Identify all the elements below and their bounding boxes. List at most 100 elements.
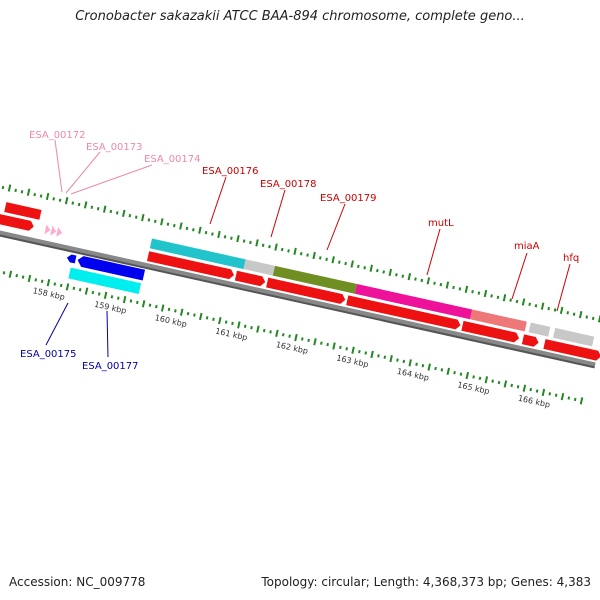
gc-tick [217,230,221,239]
gc-tick [129,299,133,303]
gene-esa-00175[interactable] [76,255,146,281]
gene-next-cog[interactable] [553,327,595,347]
gc-tick [579,397,584,405]
gene-mutl[interactable] [346,295,461,330]
gene-esa-00172[interactable] [44,224,51,235]
gc-tick [21,275,25,279]
gene-label-esa-00173[interactable]: ESA_00173 [86,142,143,153]
gc-tick [318,256,322,260]
gene-mutl-cog[interactable] [354,283,473,320]
gc-tick [116,296,120,300]
gene-label-esa-00176[interactable]: ESA_00176 [202,166,259,177]
gc-tick [250,326,253,330]
gene-label-esa-00178[interactable]: ESA_00178 [260,179,317,190]
gene-label-esa-00174[interactable]: ESA_00174 [144,154,201,165]
gc-tick [414,277,417,281]
gc-tick [369,264,373,272]
gc-tick [153,219,157,224]
gc-tick [185,226,189,231]
gc-tick [275,329,279,337]
gene-label-esa-00175[interactable]: ESA_00175 [20,349,77,360]
gene-esa-00179[interactable] [266,277,346,305]
gc-tick [376,268,379,273]
gc-tick [280,247,284,252]
gc-tick [148,303,152,307]
gc-tick [300,337,304,341]
gc-tick [96,207,100,211]
gene-cds-a[interactable] [4,202,42,220]
gc-tick [52,197,56,201]
gc-tick [534,304,538,308]
gene-cds-b[interactable] [0,213,35,232]
gc-tick [477,291,481,295]
gene-label-hfq[interactable]: hfq [563,253,579,264]
gene-esa-00176[interactable] [146,251,235,280]
gene-esa-00178[interactable] [234,270,266,287]
gene-label-esa-00177[interactable]: ESA_00177 [82,361,139,372]
gc-tick [102,205,107,213]
gc-tick [483,289,488,298]
gc-tick [312,251,316,260]
gene-esa-00173[interactable] [50,225,57,237]
gc-tick [345,347,349,351]
gc-tick [65,283,70,291]
gc-tick [578,311,583,319]
gc-tick [134,215,138,219]
gc-tick [242,239,246,243]
gc-tick [396,358,399,362]
gene-esa-00178-cog[interactable] [243,259,275,276]
gene-esa-00176-cog[interactable] [149,238,246,270]
gc-tick [167,307,171,312]
gc-tick [357,264,360,269]
gene-hfq[interactable] [521,334,540,347]
scale-label: 162 kbp [275,340,309,356]
gc-tick [14,188,17,193]
gc-tick [452,285,455,290]
gc-tick [370,350,374,359]
gene-esa-00175-small[interactable] [66,254,77,264]
gc-tick [231,321,234,326]
gc-tick [160,304,165,312]
gc-tick [439,282,443,287]
leader-line [426,228,441,276]
gene-next[interactable] [543,339,600,361]
gc-tick [193,313,196,317]
gc-tick [421,364,425,368]
gene-esa-00179-cog[interactable] [272,265,357,294]
gc-tick [547,306,551,311]
gc-tick [496,295,500,300]
gene-label-mutl[interactable]: mutL [428,218,454,229]
gc-tick [389,355,393,363]
gc-tick [307,338,310,343]
gc-tick [338,260,341,264]
gc-tick [33,192,36,197]
gc-tick [458,287,462,291]
gene-hfq-cog[interactable] [528,322,551,337]
gc-tick [281,333,285,337]
gc-tick [160,218,164,226]
gene-miaa[interactable] [461,320,520,343]
gc-tick [522,384,527,392]
gc-tick [236,235,240,243]
gc-tick [243,324,247,328]
gc-tick [199,312,203,321]
gc-tick [426,277,431,285]
gc-tick [344,261,347,266]
gene-esa-00174[interactable] [56,226,63,238]
gc-tick [122,295,127,304]
gene-miaa-cog[interactable] [470,309,527,332]
gene-label-miaa[interactable]: miaA [514,241,540,252]
gc-tick [255,239,259,247]
gene-esa-00177-cog[interactable] [68,267,142,294]
gc-tick [535,389,539,393]
leader-line [326,203,346,251]
leader-line [106,310,109,358]
gene-label-esa-00179[interactable]: ESA_00179 [320,193,377,204]
gc-tick [141,300,146,308]
gene-label-esa-00172[interactable]: ESA_00172 [29,130,86,141]
gc-tick [261,243,265,247]
gc-tick [110,295,114,299]
gc-tick [128,214,132,218]
gc-tick [186,311,190,316]
